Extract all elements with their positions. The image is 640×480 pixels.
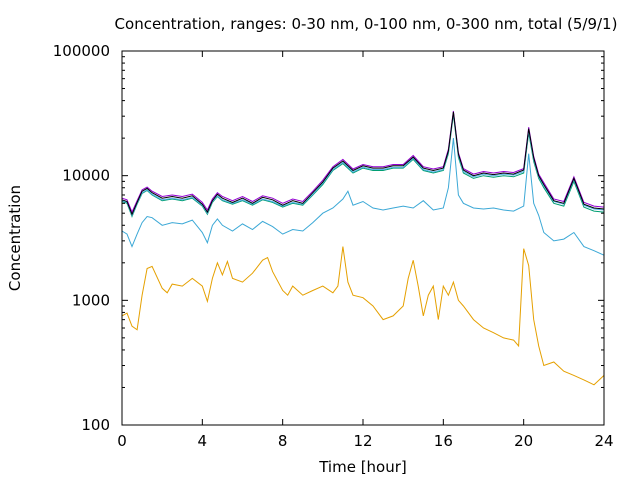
x-axis-label: Time [hour]: [318, 458, 407, 476]
series-line-0: [121, 246, 605, 386]
plot-frame: [121, 50, 605, 426]
series-line-5: [121, 111, 605, 216]
x-tick-label: 4: [198, 432, 208, 450]
y-axis-label: Concentration: [6, 185, 24, 291]
x-tick-label: 8: [278, 432, 288, 450]
x-tick-label: 24: [594, 432, 613, 450]
y-tick-label: 100000: [53, 42, 110, 60]
x-tick-label: 16: [434, 432, 453, 450]
y-tick-label: 10000: [62, 167, 110, 185]
x-tick-label: 0: [117, 432, 127, 450]
series-layer: [121, 110, 605, 386]
chart-title: Concentration, ranges: 0-30 nm, 0-100 nm…: [115, 15, 618, 33]
ticks-layer: 0 4 8 12 16 20 24 100 1000 10000 100000: [53, 42, 614, 450]
y-tick-label: 100: [81, 416, 110, 434]
series-line-1: [121, 138, 605, 256]
x-tick-label: 20: [514, 432, 533, 450]
x-tick-label: 12: [353, 432, 372, 450]
y-tick-label: 1000: [72, 291, 110, 309]
